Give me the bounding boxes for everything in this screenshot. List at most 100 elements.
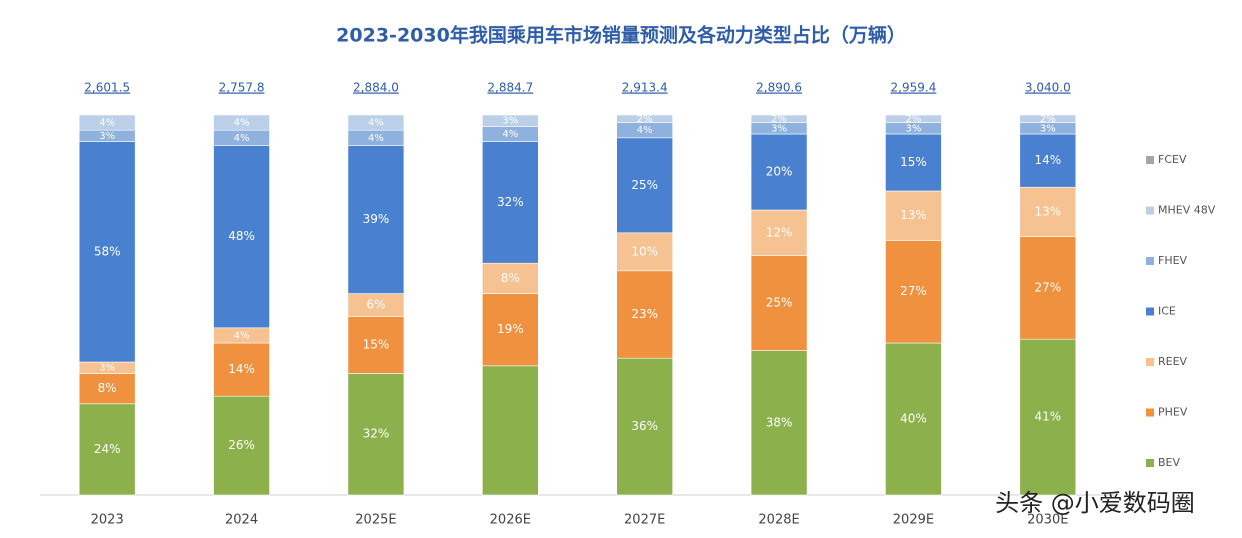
bar-segment [78, 403, 136, 496]
bar-segment [885, 190, 942, 241]
value-label: 3% [1040, 123, 1056, 134]
value-label: 36% [631, 419, 658, 433]
bar-segment [616, 357, 673, 496]
bar-segment [1019, 338, 1077, 496]
legend-swatch [1146, 156, 1154, 164]
value-label: 15% [900, 155, 927, 169]
value-label: 2% [771, 114, 787, 125]
x-tick-label: 2029E [893, 513, 934, 528]
value-label: 40% [900, 412, 927, 426]
value-label: 4% [234, 330, 250, 341]
bar-segment [213, 145, 270, 329]
bar-segment [750, 209, 808, 256]
value-label: 10% [631, 244, 658, 258]
bar-segment [616, 114, 673, 123]
value-label: 2% [906, 114, 922, 125]
value-label: 8% [501, 271, 520, 285]
legend-label: PHEV [1158, 406, 1188, 419]
value-label: 3% [502, 116, 518, 127]
total-label: 2,913.4 [622, 81, 668, 95]
value-label: 15% [363, 337, 390, 351]
value-label: 32% [363, 427, 390, 441]
value-label: 27% [900, 284, 927, 298]
value-label: 38% [766, 415, 793, 429]
value-label: 3% [99, 363, 115, 374]
value-label: 8% [98, 381, 117, 395]
legend-label: REEV [1158, 355, 1188, 368]
value-label: 6% [366, 298, 385, 312]
value-label: 4% [368, 133, 384, 144]
value-label: 4% [99, 118, 115, 129]
chart-title: 2023-2030年我国乘用车市场销量预测及各动力类型占比（万辆） [336, 24, 906, 47]
legend-label: MHEV 48V [1158, 204, 1216, 217]
bar-segment [482, 365, 539, 496]
bar-segment [1019, 186, 1077, 237]
total-label: 2,884.7 [487, 81, 533, 95]
bar-segment [616, 137, 673, 234]
value-label: 23% [631, 307, 658, 321]
x-tick-label: 2023 [91, 513, 124, 528]
bar-segment [78, 114, 136, 131]
legend-swatch [1146, 408, 1154, 417]
bar-segment [885, 342, 942, 496]
bar-segment [213, 114, 270, 131]
legend-label: FHEV [1158, 254, 1188, 267]
x-tick-label: 2024 [225, 513, 258, 528]
bar-segment [213, 342, 270, 397]
watermark: 头条 @小爱数码圈 [995, 489, 1195, 517]
total-label: 2,959.4 [891, 81, 937, 95]
value-label: 3% [771, 123, 787, 134]
value-label: 3% [906, 123, 922, 134]
bar-segment [885, 240, 942, 344]
bar-segment [750, 350, 808, 496]
bar-segment [482, 114, 539, 127]
value-label: 27% [1034, 280, 1061, 294]
value-label: 13% [900, 208, 927, 222]
value-label: 2% [637, 114, 653, 125]
value-label: 19% [497, 322, 524, 336]
legend-swatch [1146, 257, 1154, 265]
x-tick-label: 2026E [490, 513, 531, 528]
total-label: 2,884.0 [353, 81, 399, 95]
bar-segment [750, 114, 808, 123]
bar-segment [885, 133, 942, 192]
x-tick-label: 2027E [624, 513, 665, 528]
legend-label: FCEV [1158, 153, 1187, 166]
bar-segment [347, 145, 405, 294]
value-label: 4% [502, 129, 518, 140]
bar-segment [78, 141, 136, 363]
value-label: 12% [766, 225, 793, 239]
value-label: 25% [631, 178, 658, 192]
value-label: 26% [228, 438, 255, 452]
bar-segment [347, 114, 405, 131]
total-label: 3,040.0 [1025, 81, 1071, 95]
bar-segment [750, 255, 808, 351]
bar-segment [78, 373, 136, 405]
total-label: 2,601.5 [84, 81, 130, 95]
total-label: 2,757.8 [219, 81, 265, 95]
x-tick-label: 2030E [1027, 513, 1068, 528]
bar-segment [750, 133, 808, 211]
value-label: 32% [497, 195, 524, 209]
x-tick-label: 2025E [355, 513, 396, 528]
value-label: 48% [228, 229, 255, 243]
bar-segment [616, 232, 673, 272]
value-label: 24% [94, 442, 121, 456]
x-tick-label: 2028E [758, 513, 799, 528]
legend-label: BEV [1158, 456, 1180, 469]
value-label: 13% [1034, 204, 1061, 218]
value-label: 4% [234, 133, 250, 144]
value-label: 20% [766, 165, 793, 179]
value-label: 58% [94, 244, 121, 258]
bar-segment [616, 270, 673, 359]
value-label: 2% [1040, 114, 1056, 125]
legend-swatch [1146, 358, 1154, 366]
value-label: 4% [234, 118, 250, 129]
legend-swatch [1146, 307, 1154, 316]
bar-segment [1019, 236, 1077, 340]
bar-segment [1019, 133, 1077, 188]
value-label: 39% [363, 212, 390, 226]
value-label: 3% [99, 131, 115, 142]
bar-segment [885, 114, 942, 123]
